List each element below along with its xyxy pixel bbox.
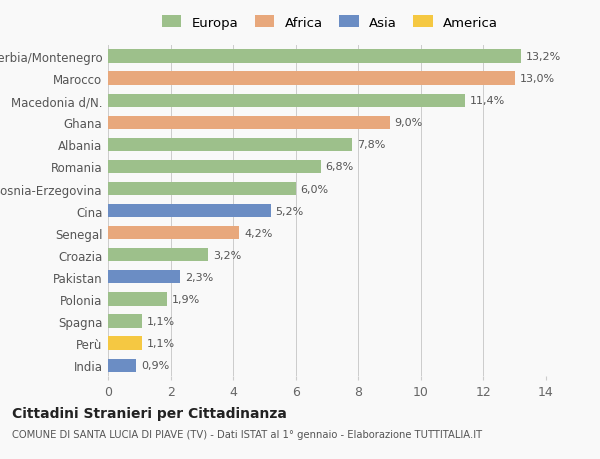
Bar	[108, 205, 271, 218]
Text: 9,0%: 9,0%	[394, 118, 422, 128]
Bar	[108, 183, 296, 196]
Bar	[108, 337, 142, 350]
Bar	[108, 50, 521, 63]
Bar	[108, 117, 389, 129]
Text: 3,2%: 3,2%	[213, 250, 241, 260]
Text: 1,1%: 1,1%	[147, 338, 175, 348]
Text: COMUNE DI SANTA LUCIA DI PIAVE (TV) - Dati ISTAT al 1° gennaio - Elaborazione TU: COMUNE DI SANTA LUCIA DI PIAVE (TV) - Da…	[12, 429, 482, 439]
Bar	[108, 139, 352, 151]
Text: Cittadini Stranieri per Cittadinanza: Cittadini Stranieri per Cittadinanza	[12, 406, 287, 420]
Bar	[108, 161, 321, 174]
Bar	[108, 73, 515, 85]
Bar	[108, 359, 136, 372]
Text: 5,2%: 5,2%	[275, 206, 304, 216]
Text: 6,8%: 6,8%	[325, 162, 353, 172]
Text: 7,8%: 7,8%	[357, 140, 385, 150]
Bar	[108, 249, 208, 262]
Bar	[108, 293, 167, 306]
Text: 1,1%: 1,1%	[147, 316, 175, 326]
Text: 11,4%: 11,4%	[469, 96, 505, 106]
Text: 1,9%: 1,9%	[172, 294, 200, 304]
Text: 0,9%: 0,9%	[141, 360, 169, 370]
Legend: Europa, Africa, Asia, America: Europa, Africa, Asia, America	[159, 13, 501, 32]
Bar	[108, 227, 239, 240]
Text: 4,2%: 4,2%	[244, 228, 272, 238]
Bar	[108, 271, 180, 284]
Text: 6,0%: 6,0%	[301, 184, 329, 194]
Text: 13,0%: 13,0%	[520, 74, 554, 84]
Text: 2,3%: 2,3%	[185, 272, 213, 282]
Bar	[108, 315, 142, 328]
Text: 13,2%: 13,2%	[526, 52, 561, 62]
Bar	[108, 95, 464, 107]
